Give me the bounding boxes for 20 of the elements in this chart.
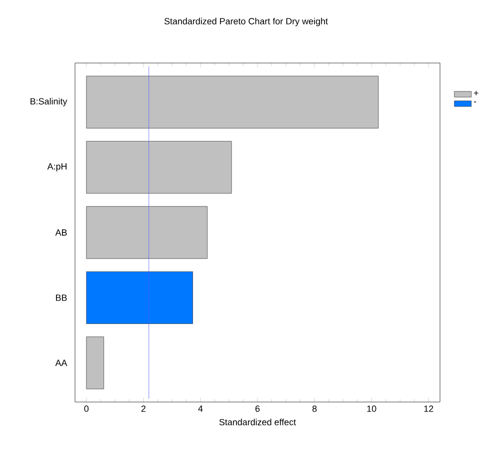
x-tick-label: 12 bbox=[424, 406, 434, 412]
bar bbox=[86, 206, 208, 259]
x-tick-label: 4 bbox=[198, 406, 203, 412]
x-tick-label: 10 bbox=[367, 406, 376, 412]
y-tick-label: AB bbox=[55, 229, 67, 236]
y-tick-label: BB bbox=[56, 294, 67, 301]
x-tick-label: 2 bbox=[141, 406, 146, 412]
x-tick-label: 0 bbox=[84, 406, 89, 412]
chart-title: Standardized Pareto Chart for Dry weight bbox=[164, 18, 328, 26]
x-tick-label: 8 bbox=[312, 406, 317, 412]
bar bbox=[86, 336, 104, 390]
bar bbox=[86, 271, 193, 324]
legend-label: + bbox=[474, 90, 478, 96]
y-tick-label: B:Salinity bbox=[30, 98, 68, 106]
y-tick-label: AA bbox=[55, 360, 68, 366]
x-axis-title: Standardized effect bbox=[219, 418, 296, 426]
x-tick-label: 6 bbox=[255, 406, 260, 412]
bar bbox=[86, 141, 232, 194]
bar bbox=[86, 76, 379, 128]
y-tick-label: A:pH bbox=[47, 163, 67, 172]
